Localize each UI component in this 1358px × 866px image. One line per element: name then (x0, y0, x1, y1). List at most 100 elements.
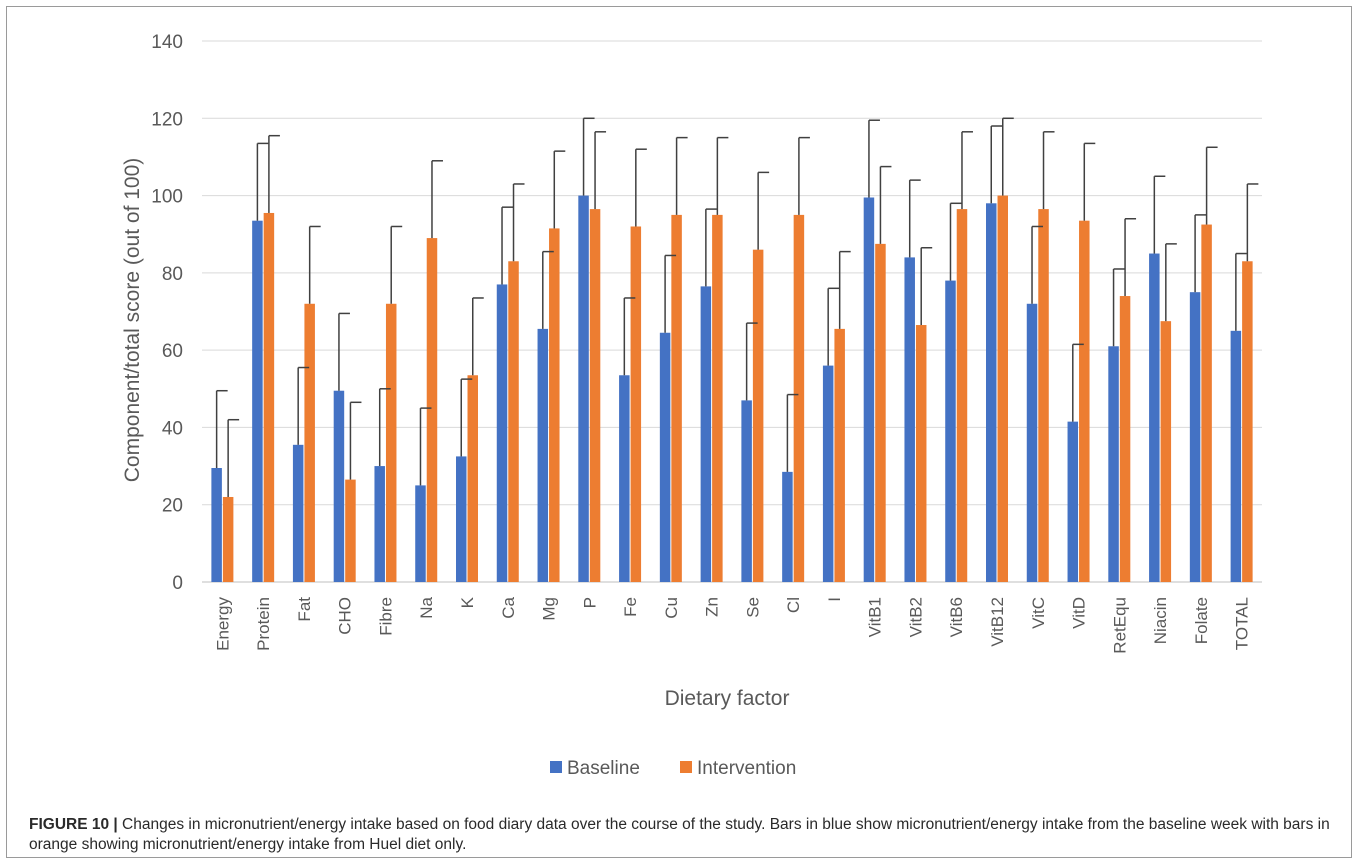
y-tick-label: 0 (172, 573, 183, 594)
bar-intervention-ca (508, 261, 519, 582)
x-tick-label: TOTAL (1233, 597, 1252, 650)
bar-baseline-cl (782, 471, 793, 582)
x-tick-label: Na (417, 596, 436, 618)
bar-baseline-vitd (1067, 421, 1079, 582)
bar-intervention-retequ (1119, 296, 1131, 582)
bar-intervention-niacin (1160, 321, 1172, 582)
bar-intervention-vitc (1038, 209, 1049, 582)
y-tick-label: 40 (162, 418, 183, 439)
bar-intervention-protein (263, 212, 275, 583)
x-tick-label: Cu (662, 597, 681, 619)
legend: Baseline Intervention (550, 758, 796, 779)
caption-text: Changes in micronutrient/energy intake b… (29, 816, 1330, 853)
bar-baseline-energy (211, 468, 222, 582)
x-tick-label: Mg (540, 597, 559, 621)
x-tick-label: Energy (213, 597, 232, 651)
y-tick-label: 80 (162, 264, 183, 285)
bar-intervention-cl (793, 214, 805, 582)
legend-label-intervention: Intervention (697, 758, 796, 779)
x-tick-label: Ca (499, 596, 518, 618)
bar-baseline-vitb6 (945, 280, 956, 582)
bar-intervention-p (589, 209, 601, 582)
x-tick-label: K (458, 596, 477, 608)
bar-baseline-protein (252, 220, 263, 583)
y-tick-label: 20 (162, 496, 183, 517)
bars (211, 195, 1253, 583)
x-tick-label: CHO (336, 597, 355, 635)
legend-label-baseline: Baseline (567, 758, 640, 779)
legend-swatch-intervention (680, 761, 692, 773)
bar-baseline-k (456, 456, 467, 582)
y-tick-label: 60 (162, 341, 183, 362)
bar-baseline-mg (537, 328, 549, 582)
bar-intervention-vitd (1079, 220, 1090, 583)
x-tick-label: VitB6 (947, 597, 966, 637)
x-tick-label: Fibre (376, 597, 395, 636)
y-tick-labels: 0 20 40 60 80 100 120 140 (151, 32, 183, 594)
error-bars (215, 117, 1259, 497)
x-tick-label: Protein (254, 597, 273, 651)
x-tick-label: Zn (703, 597, 722, 617)
bar-baseline-ca (496, 284, 508, 582)
bar-intervention-total (1242, 261, 1253, 582)
x-tick-labels: Energy Protein Fat CHO Fibre Na K Ca Mg P Fe Cu Zn Se… (213, 596, 1251, 653)
x-tick-label: P (580, 597, 599, 608)
bar-intervention-cho (345, 479, 356, 582)
x-tick-label: RetEqu (1110, 597, 1129, 654)
y-tick-label: 120 (151, 109, 183, 130)
bar-intervention-fat (304, 303, 315, 582)
x-tick-label: VitD (1070, 597, 1089, 629)
x-tick-label: Cl (784, 597, 803, 613)
y-tick-label: 100 (151, 187, 183, 208)
bar-intervention-vitb6 (956, 209, 968, 582)
x-tick-label: I (825, 597, 844, 602)
bar-baseline-p (578, 195, 589, 583)
bar-baseline-vitc (1026, 303, 1038, 582)
bar-intervention-vitb1 (875, 243, 886, 582)
x-tick-label: VitB1 (866, 597, 885, 637)
bar-intervention-na (426, 238, 438, 583)
bar-baseline-fat (292, 444, 304, 582)
bar-intervention-folate (1201, 224, 1212, 582)
bar-baseline-fe (619, 375, 630, 582)
bar-intervention-energy (222, 496, 234, 582)
x-tick-label: VitB12 (988, 597, 1007, 647)
bar-intervention-i (834, 328, 845, 582)
y-axis-title: Component/total score (out of 100) (121, 158, 144, 483)
bar-baseline-vitb12 (986, 203, 997, 583)
x-tick-label: Se (743, 597, 762, 618)
bar-baseline-retequ (1108, 346, 1119, 582)
y-tick-label: 140 (151, 32, 183, 53)
legend-swatch-baseline (550, 761, 562, 773)
bar-baseline-cho (333, 390, 345, 582)
bar-baseline-se (741, 400, 752, 582)
bar-baseline-zn (700, 286, 712, 582)
figure-caption: FIGURE 10 | Changes in micronutrient/ene… (29, 815, 1345, 855)
x-tick-label: Folate (1192, 597, 1211, 644)
bar-intervention-se (752, 249, 764, 582)
bar-baseline-fibre (374, 466, 385, 582)
bar-chart: 0 20 40 60 80 100 120 140 Energy Protein Fat CHO Fi… (121, 32, 1262, 779)
x-tick-label: VitC (1029, 597, 1048, 629)
bar-baseline-na (415, 485, 426, 582)
bar-baseline-total (1230, 330, 1242, 582)
x-tick-label: Niacin (1151, 597, 1170, 644)
caption-label: FIGURE 10 | (29, 816, 118, 833)
bar-intervention-zn (712, 214, 723, 582)
x-tick-label: Fe (621, 597, 640, 617)
bar-baseline-folate (1189, 292, 1201, 582)
bar-baseline-vitb2 (904, 257, 915, 582)
bar-intervention-k (467, 375, 478, 582)
bar-baseline-niacin (1149, 253, 1160, 583)
x-axis-title: Dietary factor (665, 687, 790, 710)
bar-intervention-cu (671, 214, 682, 582)
bar-intervention-mg (549, 228, 560, 583)
bar-intervention-fibre (385, 303, 397, 582)
x-tick-label: VitB2 (906, 597, 925, 637)
bar-intervention-vitb12 (997, 195, 1008, 583)
bar-baseline-cu (659, 332, 671, 582)
gridlines (202, 40, 1262, 583)
bar-baseline-i (822, 365, 834, 582)
bar-intervention-vitb2 (915, 325, 927, 582)
figure-frame: 0 20 40 60 80 100 120 140 Energy Protein Fat CHO Fi… (6, 6, 1352, 858)
